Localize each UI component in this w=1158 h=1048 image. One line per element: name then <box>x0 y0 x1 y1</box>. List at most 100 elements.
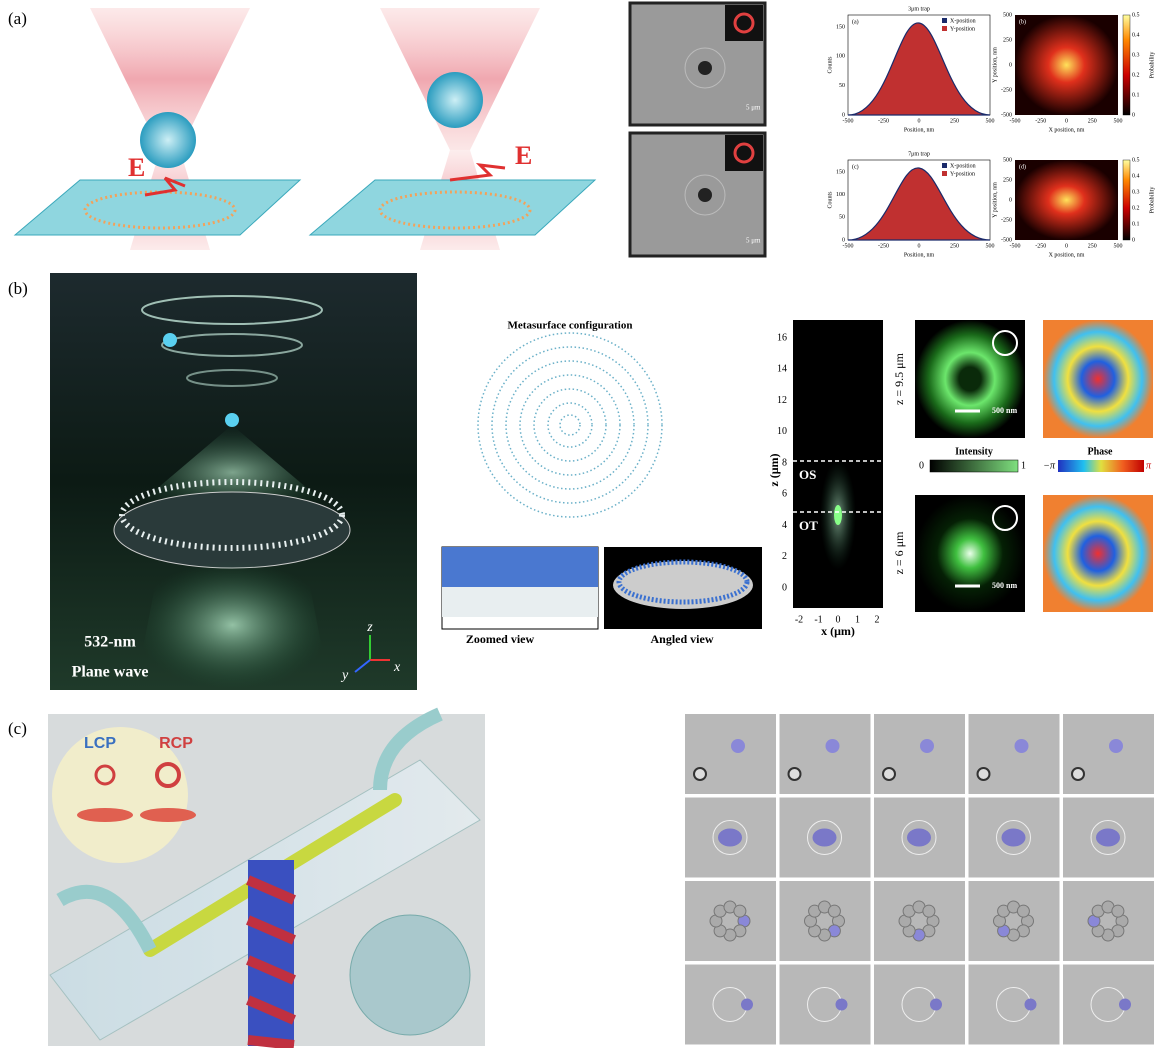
colorbar-tick-label: 0.4 <box>1132 173 1140 179</box>
particle <box>882 767 896 781</box>
colorbar-tick-label: 0.4 <box>1132 32 1140 38</box>
cell-frame <box>968 714 1060 794</box>
legend-label: Y-position <box>950 171 975 177</box>
legend-label: X-position <box>950 18 976 24</box>
x-tick-label: -250 <box>1035 243 1046 249</box>
y-tick-label: 0 <box>842 112 845 118</box>
panel-label: (a) <box>8 9 27 28</box>
y-tick-label: 150 <box>836 169 845 175</box>
wavelength-label: 532-nm <box>84 634 136 651</box>
x-tick-label: 250 <box>950 243 959 249</box>
field-label: E <box>128 153 145 182</box>
field-label: E <box>515 141 532 170</box>
y-tick-label: 0 <box>1009 197 1012 203</box>
x-tick-label: 250 <box>950 118 959 124</box>
x-axis-label: x (μm) <box>821 624 855 638</box>
y-tick-label: 500 <box>1003 157 1012 163</box>
y-tick-label: 150 <box>836 24 845 30</box>
y-axis-label: Counts <box>827 191 833 209</box>
cell-frame <box>779 881 871 961</box>
colorbar-tick-label: 0.3 <box>1132 52 1140 58</box>
colorbar-min: −π <box>1043 460 1056 471</box>
trap-illustration <box>13 8 597 250</box>
plot-title: 3μm trap <box>908 6 930 12</box>
colorbar-tick-label: 0.3 <box>1132 189 1140 195</box>
scale-bar-label: 5 μm <box>746 104 761 112</box>
y-tick-label: 14 <box>777 364 787 375</box>
x-axis-label: X position, nm <box>1049 127 1085 133</box>
particle <box>976 767 991 781</box>
colorbar-tick-label: 0.5 <box>1132 12 1140 18</box>
trap-site <box>922 904 936 918</box>
legend-swatch <box>942 26 947 31</box>
scale-bar-label: 500 nm <box>992 406 1017 415</box>
x-tick-label: -500 <box>843 118 854 124</box>
colorbar <box>1122 14 1131 116</box>
panel-label: (c) <box>8 719 27 738</box>
trap-ring <box>1090 820 1126 855</box>
y-tick-label: 2 <box>782 551 787 562</box>
x-tick-label: 500 <box>986 118 995 124</box>
x-tick-label: 500 <box>1114 243 1123 249</box>
axis-triad <box>354 635 390 673</box>
trap-site <box>1111 904 1125 918</box>
x-tick-label: -500 <box>843 243 854 249</box>
metasurface-views <box>441 546 762 630</box>
x-tick-label: -250 <box>878 118 889 124</box>
x-tick-label: -500 <box>1010 118 1021 124</box>
trap-site <box>827 904 841 918</box>
trap-site <box>1016 904 1030 918</box>
colorbar-label: Probability <box>1149 187 1155 214</box>
x-tick-label: -2 <box>795 614 803 625</box>
y-tick-label: 12 <box>777 395 787 406</box>
y-tick-label: 250 <box>1003 177 1012 183</box>
microscope-images <box>628 1 767 258</box>
polarization-label: LCP <box>84 735 116 752</box>
target-cell <box>812 828 837 847</box>
colorbar-tick-label: 0 <box>1132 237 1135 243</box>
cell-frame <box>1063 714 1154 794</box>
axis-label: x <box>393 660 401 675</box>
x-tick-label: 0 <box>1065 118 1068 124</box>
y-tick-label: 0 <box>842 237 845 243</box>
target-cell <box>1001 828 1026 847</box>
metasurface <box>477 332 663 518</box>
colorbar <box>1122 159 1131 241</box>
polarization-label: RCP <box>159 735 193 752</box>
cell-frame <box>874 714 965 794</box>
view-label: Angled view <box>651 632 714 646</box>
y-tick-label: 50 <box>839 83 845 89</box>
y-tick-label: -500 <box>1001 237 1012 243</box>
y-tick-label: 10 <box>777 426 787 437</box>
target-cell <box>1119 998 1131 1011</box>
x-tick-label: 0 <box>918 243 921 249</box>
histogram-shape <box>847 22 991 116</box>
y-axis-label: Counts <box>827 56 833 74</box>
plot-tag: (c) <box>852 163 859 170</box>
y-tick-label: 50 <box>839 215 845 221</box>
focus-spot <box>834 505 842 525</box>
target-cell <box>1109 739 1123 753</box>
legend-label: Y-position <box>950 26 975 32</box>
cell-frame <box>685 714 776 794</box>
y-axis-label: z (μm) <box>767 453 781 486</box>
y-tick-label: 8 <box>782 457 787 468</box>
target-cell <box>1096 828 1120 847</box>
y-tick-label: 500 <box>1003 12 1012 18</box>
x-tick-label: -250 <box>878 243 889 249</box>
cell-frame <box>968 964 1060 1045</box>
target-cell <box>835 998 848 1011</box>
focal-plane-images <box>915 320 1153 612</box>
plane-label: z = 6 μm <box>892 531 906 575</box>
target-cell <box>741 998 753 1011</box>
scale-bar-label: 500 nm <box>992 581 1017 590</box>
x-tick-label: 250 <box>1088 243 1097 249</box>
colorbar-tick-label: 0 <box>1132 112 1135 118</box>
scale-bar-label: 5 μm <box>746 237 761 245</box>
colorbar-title: Phase <box>1088 446 1114 457</box>
cell-frame <box>874 881 965 961</box>
target-cell <box>731 739 745 753</box>
y-tick-label: -250 <box>1001 217 1012 223</box>
heatmap <box>1015 160 1118 240</box>
colorbar-max: π <box>1146 460 1152 471</box>
